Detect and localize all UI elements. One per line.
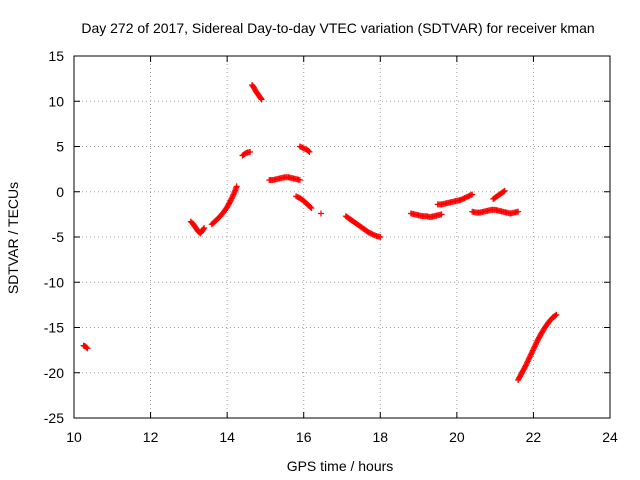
data-point [258, 96, 265, 103]
data-point [523, 361, 530, 368]
data-point [531, 344, 538, 351]
y-tick-label: -20 [44, 365, 64, 381]
data-point [227, 196, 234, 203]
data-point [527, 351, 534, 358]
data-point [84, 345, 91, 352]
y-tick-label: 0 [56, 184, 64, 200]
data-point [307, 204, 314, 211]
data-point [553, 311, 560, 318]
data-point [530, 346, 537, 353]
data-point [501, 187, 508, 194]
y-tick-labels: 15 10 5 0 -5 -10 -15 -20 -25 [44, 48, 64, 426]
data-point [528, 350, 535, 357]
x-tick-label: 24 [602, 429, 618, 445]
data-point [529, 348, 536, 355]
data-point [229, 194, 236, 201]
y-tick-label: -5 [52, 229, 65, 245]
y-tick-label: -15 [44, 320, 64, 336]
data-point [525, 355, 532, 362]
x-tick-labels: 10 12 14 16 18 20 22 24 [66, 429, 618, 445]
y-tick-label: 5 [56, 139, 64, 155]
data-point [257, 95, 264, 102]
data-point [525, 357, 532, 364]
data-point [529, 347, 536, 354]
data-point [524, 359, 531, 366]
x-tick-label: 22 [526, 429, 542, 445]
data-point [230, 191, 237, 198]
data-point [231, 190, 238, 197]
data-point [377, 234, 384, 240]
data-point [247, 148, 254, 155]
data-point [438, 211, 445, 218]
data-point [524, 358, 531, 365]
x-tick-label: 18 [372, 429, 388, 445]
data-point [306, 148, 313, 155]
data-point [200, 225, 207, 232]
y-tick-label: 15 [48, 48, 64, 64]
data-point [527, 353, 534, 360]
y-axis-title: SDTVAR / TECUs [5, 182, 21, 294]
x-tick-label: 20 [449, 429, 465, 445]
x-axis-title: GPS time / hours [287, 458, 394, 474]
data-point [526, 354, 533, 361]
data-point [532, 340, 539, 347]
data-point [317, 210, 324, 217]
chart-title: Day 272 of 2017, Sidereal Day-to-day VTE… [81, 20, 594, 36]
data-point [515, 208, 522, 215]
y-tick-label: -25 [44, 410, 64, 426]
y-tick-label: -10 [44, 274, 64, 290]
data-point [229, 192, 236, 199]
data-point [228, 195, 235, 202]
data-point [201, 224, 208, 231]
data-point [305, 148, 312, 155]
data-point [532, 342, 539, 349]
data-point [308, 205, 315, 212]
grid [74, 56, 610, 418]
x-tick-label: 12 [143, 429, 159, 445]
data-points [80, 81, 560, 383]
data-point [531, 343, 538, 350]
x-tick-label: 16 [296, 429, 312, 445]
axis-ticks [73, 55, 611, 419]
data-point [500, 188, 507, 195]
data-point [552, 312, 559, 319]
data-point [469, 191, 476, 198]
data-point [233, 183, 240, 190]
data-point [522, 362, 529, 369]
data-point [467, 192, 474, 199]
data-point [83, 344, 90, 351]
x-tick-label: 14 [219, 429, 235, 445]
data-point [296, 176, 303, 183]
y-tick-label: 10 [48, 93, 64, 109]
x-tick-label: 10 [66, 429, 82, 445]
